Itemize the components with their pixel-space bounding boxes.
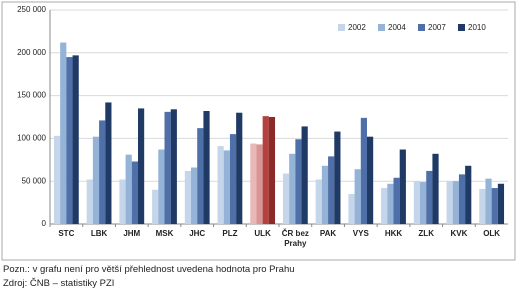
bar — [315, 179, 322, 224]
legend-swatch — [458, 24, 465, 31]
bar — [191, 167, 198, 224]
y-tick-label: 50 000 — [22, 176, 47, 185]
bar — [217, 146, 224, 224]
bar — [164, 111, 171, 224]
chart-frame — [1, 1, 516, 261]
bar — [119, 179, 126, 224]
x-tick-label: ZLK — [418, 229, 434, 238]
bar — [262, 116, 269, 224]
legend-label: 2002 — [348, 23, 366, 32]
bar — [137, 108, 145, 224]
bar — [236, 112, 243, 224]
legend-swatch — [378, 24, 385, 31]
bar — [387, 183, 394, 224]
bar — [426, 170, 433, 224]
legend-swatch — [338, 24, 345, 31]
x-tick-label: PLZ — [222, 229, 238, 238]
x-tick-label: OLK — [483, 229, 501, 238]
x-tick-label: VYS — [352, 229, 369, 238]
bar — [348, 194, 355, 224]
bar — [393, 177, 400, 224]
bar — [184, 170, 192, 224]
bar — [413, 181, 421, 224]
x-tick-label: LBK — [90, 229, 108, 238]
bar — [328, 156, 335, 224]
bar — [381, 188, 388, 224]
bar — [301, 126, 308, 224]
x-tick-label: JHM — [123, 229, 141, 238]
bar — [99, 120, 106, 224]
bar — [60, 42, 67, 224]
bar — [92, 136, 100, 224]
bar — [497, 183, 505, 224]
bar — [152, 189, 159, 224]
bar — [197, 128, 204, 224]
bar — [229, 134, 237, 224]
bar — [86, 179, 93, 224]
bar — [250, 143, 257, 224]
x-tick-label: ČR bez Prahy — [281, 229, 309, 248]
x-tick-label: ULK — [254, 229, 271, 238]
x-tick-label: PAK — [319, 229, 337, 238]
bar — [458, 174, 466, 224]
bar — [66, 57, 73, 224]
y-tick-label: 0 — [42, 219, 47, 228]
legend-label: 2007 — [428, 23, 446, 32]
bar — [223, 150, 230, 224]
y-tick-label: 100 000 — [17, 134, 46, 143]
bar — [105, 102, 112, 224]
bar — [72, 55, 79, 225]
bar — [452, 181, 459, 224]
note: Zdroj: ČNB – statistiky PZI — [3, 278, 115, 289]
bar — [446, 181, 453, 224]
bar — [203, 111, 210, 224]
legend-label: 2010 — [468, 23, 486, 32]
bar — [399, 149, 406, 224]
bar — [131, 161, 138, 224]
bar — [465, 165, 472, 224]
x-tick-label: KVK — [450, 229, 468, 238]
bar — [420, 182, 427, 224]
bar — [268, 117, 276, 224]
bar — [479, 188, 486, 224]
bar — [170, 109, 177, 224]
bar — [485, 178, 492, 224]
bar — [354, 169, 361, 224]
y-tick-label: 200 000 — [17, 48, 46, 57]
y-tick-label: 150 000 — [17, 91, 46, 100]
x-tick-label: JHC — [189, 229, 206, 238]
y-tick-label: 250 000 — [17, 5, 46, 14]
bar — [282, 173, 290, 224]
bar — [360, 117, 367, 224]
bar — [432, 153, 439, 224]
bar — [366, 136, 374, 224]
note: Pozn.: v grafu není pro větší přehlednos… — [3, 264, 295, 275]
bar — [334, 131, 341, 224]
x-tick-label: MSK — [155, 229, 174, 238]
bar — [321, 165, 329, 224]
bar — [289, 153, 296, 224]
bar — [158, 149, 165, 224]
x-tick-label: STC — [58, 229, 75, 238]
legend-swatch — [418, 24, 425, 31]
bar — [256, 144, 263, 224]
bar — [295, 139, 302, 224]
bar — [125, 154, 132, 224]
x-tick-label: HKK — [384, 229, 403, 238]
legend-label: 2004 — [388, 23, 406, 32]
bar — [491, 188, 498, 224]
bar — [53, 135, 61, 224]
